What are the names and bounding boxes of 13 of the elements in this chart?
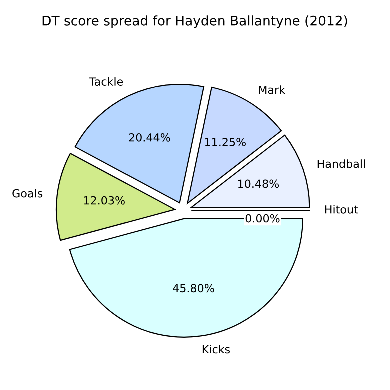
category-label: Hitout bbox=[325, 205, 358, 214]
data-label: 11.25% bbox=[205, 138, 246, 146]
text: 0.00% bbox=[246, 214, 280, 223]
data-label: 45.80% bbox=[173, 284, 214, 293]
data-label: 12.03% bbox=[84, 196, 125, 205]
slice-label: Tackle bbox=[89, 77, 124, 86]
data-label: 20.44% bbox=[129, 133, 170, 142]
slice-label: Handball bbox=[318, 160, 366, 168]
slice-label: Kicks bbox=[202, 345, 230, 354]
data-label: 10.48% bbox=[238, 180, 280, 188]
chart-title: DT score spread for Hayden Ballantyne (2012) bbox=[42, 16, 348, 28]
slice-label: Goals bbox=[12, 189, 43, 198]
slice-label: Mark bbox=[259, 86, 286, 94]
